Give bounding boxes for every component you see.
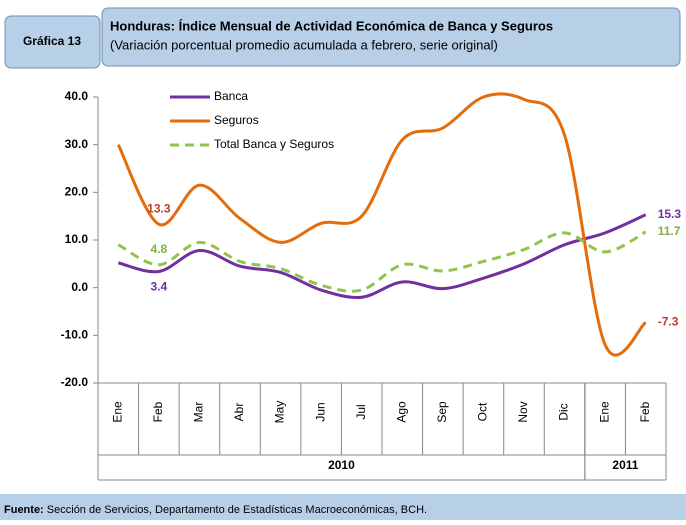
footer-text: Sección de Servicios, Departamento de Es… <box>44 504 427 516</box>
data-label: 13.3 <box>147 201 171 215</box>
group-label: 2010 <box>328 458 355 472</box>
chart-subtitle: (Variación porcentual promedio acumulada… <box>110 37 498 52</box>
x-tick-label: Jun <box>313 402 327 421</box>
data-label: 4.8 <box>151 242 168 256</box>
footer-box <box>0 494 686 520</box>
x-tick-label: Ene <box>110 401 124 423</box>
x-tick-label: Ene <box>597 401 611 423</box>
legend-label: Banca <box>214 89 248 103</box>
series-line <box>116 92 647 357</box>
y-tick-label: -10.0 <box>61 328 89 342</box>
y-tick-label: 20.0 <box>65 185 89 199</box>
x-tick-label: Dic <box>557 403 571 420</box>
data-label: 15.3 <box>658 207 682 221</box>
x-tick-label: Mar <box>192 402 206 423</box>
x-tick-label: Ago <box>394 401 408 423</box>
x-tick-label: Jul <box>354 404 368 419</box>
legend-label: Total Banca y Seguros <box>214 137 334 151</box>
legend-label: Seguros <box>214 113 259 127</box>
x-tick-label: Feb <box>638 401 652 422</box>
x-tick-label: Nov <box>516 401 530 422</box>
y-tick-label: 30.0 <box>65 137 89 151</box>
title-box <box>101 7 681 67</box>
data-label: 3.4 <box>151 280 168 294</box>
badge-box <box>4 15 101 69</box>
y-tick-label: 10.0 <box>65 232 89 246</box>
data-label: 11.7 <box>658 224 681 238</box>
footer-label: Fuente: <box>4 504 44 516</box>
y-tick-label: 0.0 <box>71 280 88 294</box>
x-tick-label: Sep <box>435 401 449 423</box>
y-tick-label: 40.0 <box>65 89 89 103</box>
chart-title: Honduras: Índice Mensual de Actividad Ec… <box>110 18 553 33</box>
footer: Fuente: Sección de Servicios, Departamen… <box>4 504 427 516</box>
badge: Gráfica 13 <box>23 34 81 48</box>
x-tick-label: May <box>273 401 287 424</box>
series-line <box>117 230 647 293</box>
x-tick-label: Oct <box>476 402 490 421</box>
x-tick-label: Feb <box>151 401 165 422</box>
y-tick-label: -20.0 <box>61 375 89 389</box>
x-tick-label: Abr <box>232 403 246 422</box>
series-line <box>117 213 647 299</box>
group-label: 2011 <box>612 458 638 472</box>
data-label: -7.3 <box>658 315 679 329</box>
